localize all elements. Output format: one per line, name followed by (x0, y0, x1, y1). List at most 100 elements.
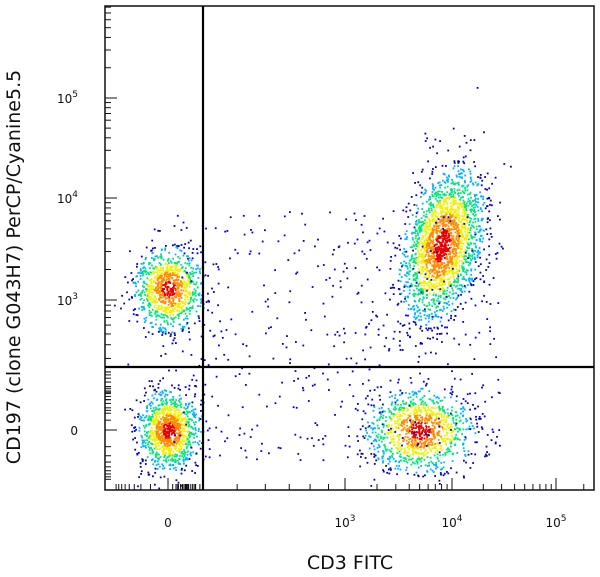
event-dot (195, 464, 197, 467)
event-dot (143, 327, 145, 329)
event-dot (190, 454, 192, 457)
event-dot (435, 225, 438, 228)
event-dot (172, 453, 175, 456)
event-dot (151, 413, 154, 416)
event-dot (177, 274, 180, 277)
event-dot (465, 219, 468, 221)
event-dot (168, 464, 171, 467)
event-dot (169, 430, 172, 433)
event-dot (462, 428, 465, 431)
event-dot (445, 264, 448, 267)
event-dot (161, 412, 164, 414)
event-dot (432, 231, 435, 233)
event-dot (443, 307, 445, 310)
event-dot (407, 431, 410, 434)
event-dot (423, 314, 426, 316)
event-dot (161, 288, 164, 290)
event-dot (451, 293, 454, 296)
event-dot (398, 331, 401, 333)
event-dot (149, 298, 152, 301)
event-dot (408, 441, 410, 443)
event-dot (438, 406, 440, 409)
event-dot (464, 155, 467, 158)
event-dot (415, 471, 418, 474)
event-dot (419, 226, 422, 229)
event-dot (440, 332, 443, 335)
event-dot (158, 330, 161, 333)
event-dot (479, 177, 482, 179)
event-dot (147, 304, 149, 307)
event-dot (173, 282, 176, 285)
event-dot (425, 189, 427, 192)
event-dot (172, 290, 174, 293)
event-dot (412, 422, 415, 425)
event-dot (143, 307, 146, 310)
event-dot (492, 431, 495, 433)
event-dot (179, 268, 182, 271)
event-dot (171, 342, 174, 345)
event-dot (160, 418, 162, 420)
event-dot (164, 263, 167, 265)
event-dot (136, 265, 138, 268)
event-dot (404, 450, 407, 452)
event-dot (152, 451, 155, 454)
event-dot (164, 447, 167, 450)
event-dot (435, 247, 438, 250)
event-dot (462, 199, 465, 202)
event-dot (417, 293, 419, 296)
event-dot (154, 255, 157, 258)
event-dot (443, 265, 445, 268)
event-dot (138, 414, 141, 417)
event-dot (465, 271, 468, 274)
event-dot (172, 422, 175, 425)
event-dot (134, 308, 136, 310)
event-dot (141, 309, 144, 311)
event-dot (381, 456, 384, 458)
event-dot (164, 308, 166, 311)
event-dot (415, 415, 417, 417)
event-dot (390, 430, 392, 433)
event-dot (411, 421, 414, 423)
event-dot (445, 165, 447, 167)
event-dot (425, 216, 428, 218)
event-dot (163, 456, 166, 458)
event-dot (450, 467, 452, 470)
event-dot (180, 413, 183, 415)
event-dot (459, 378, 462, 381)
event-dot (370, 485, 373, 487)
event-dot (161, 425, 164, 428)
event-dot (502, 247, 504, 250)
event-dot (149, 295, 152, 298)
event-dot (450, 232, 452, 234)
event-dot (191, 294, 194, 296)
event-dot (178, 443, 181, 445)
event-dot (177, 295, 180, 297)
event-dot (435, 415, 438, 418)
event-dot (435, 282, 438, 285)
event-dot (182, 460, 185, 463)
event-dot (173, 423, 176, 426)
event-dot (148, 380, 151, 382)
event-dot (414, 439, 417, 441)
event-dot (154, 275, 157, 278)
event-dot (153, 301, 155, 304)
event-dot (382, 423, 385, 426)
event-dot (165, 308, 167, 311)
event-dot (404, 295, 407, 298)
event-dot (427, 288, 429, 291)
event-dot (386, 436, 389, 439)
event-dot (413, 245, 416, 247)
event-dot (178, 302, 180, 305)
event-dot (456, 245, 458, 247)
event-dot (476, 256, 479, 259)
event-dot (172, 396, 175, 398)
event-dot (398, 415, 400, 418)
event-dot (467, 264, 470, 267)
event-dot (151, 252, 154, 255)
event-dot (145, 446, 147, 449)
event-dot (150, 435, 153, 438)
event-dot (410, 423, 413, 425)
event-dot (415, 273, 418, 275)
event-dot (182, 305, 184, 308)
event-dot (155, 315, 158, 318)
